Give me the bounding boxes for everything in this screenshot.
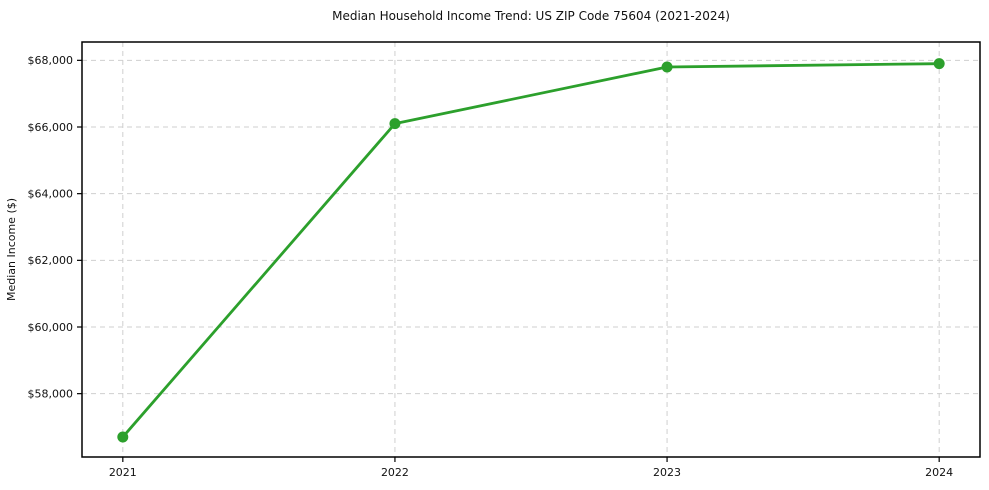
data-point-marker [389, 118, 401, 130]
y-axis-label: Median Income ($) [5, 198, 18, 301]
y-tick-label: $58,000 [28, 388, 74, 401]
chart-title: Median Household Income Trend: US ZIP Co… [332, 9, 730, 23]
x-tick-label: 2023 [653, 466, 681, 479]
y-tick-label: $66,000 [28, 121, 74, 134]
x-tick-label: 2021 [109, 466, 137, 479]
y-tick-label: $64,000 [28, 188, 74, 201]
data-point-marker [661, 61, 673, 73]
data-point-marker [117, 431, 129, 443]
plot-border [81, 41, 981, 458]
x-tick-label: 2024 [925, 466, 953, 479]
y-tick-label: $62,000 [28, 254, 74, 267]
y-tick-label: $68,000 [28, 54, 74, 67]
x-tick-label: 2022 [381, 466, 409, 479]
trend-line [121, 62, 941, 439]
y-tick-label: $60,000 [28, 321, 74, 334]
data-point-marker [933, 58, 945, 70]
